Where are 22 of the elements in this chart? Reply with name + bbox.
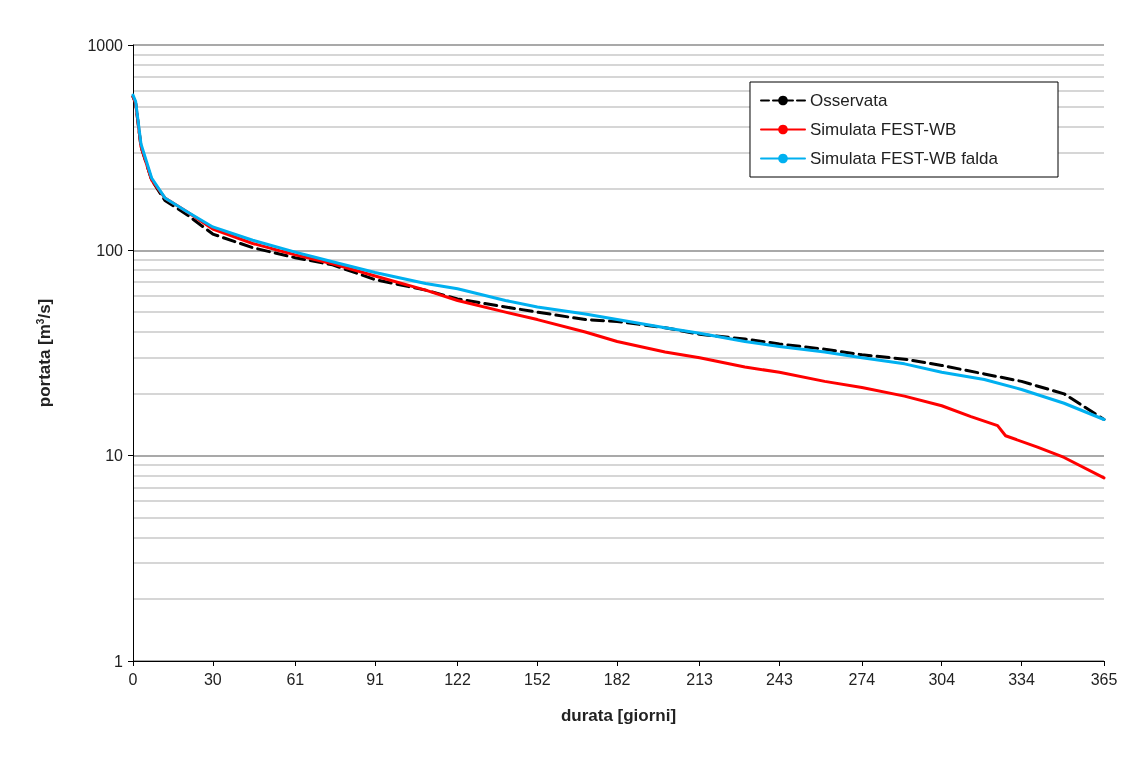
x-axis-title: durata [giorni] [560, 706, 677, 725]
x-tick-label: 61 [286, 670, 305, 688]
y-tick-label: 10 [105, 447, 124, 465]
y-tick-label: 1000 [87, 36, 124, 54]
y-axis-title: portata [m3/s] [34, 298, 54, 408]
legend-label: Osservata [810, 91, 889, 110]
x-tick-label: 213 [686, 670, 714, 688]
x-tick-label: 0 [128, 670, 138, 688]
x-tick-label: 334 [1008, 670, 1035, 688]
y-tick-label: 1 [114, 652, 124, 670]
x-tick-label: 152 [524, 670, 551, 688]
legend-label: Simulata FEST-WB falda [810, 149, 999, 168]
legend-label: Simulata FEST-WB [810, 120, 957, 139]
x-tick-label: 243 [766, 670, 793, 688]
x-tick-label: 304 [928, 670, 956, 688]
x-tick-label: 182 [603, 670, 631, 688]
x-tick-label: 91 [366, 670, 385, 688]
y-tick-label: 100 [96, 241, 124, 259]
x-tick-label: 365 [1090, 670, 1118, 688]
x-tick-label: 274 [848, 670, 876, 688]
x-tick-label: 122 [444, 670, 471, 688]
x-tick-label: 30 [203, 670, 222, 688]
